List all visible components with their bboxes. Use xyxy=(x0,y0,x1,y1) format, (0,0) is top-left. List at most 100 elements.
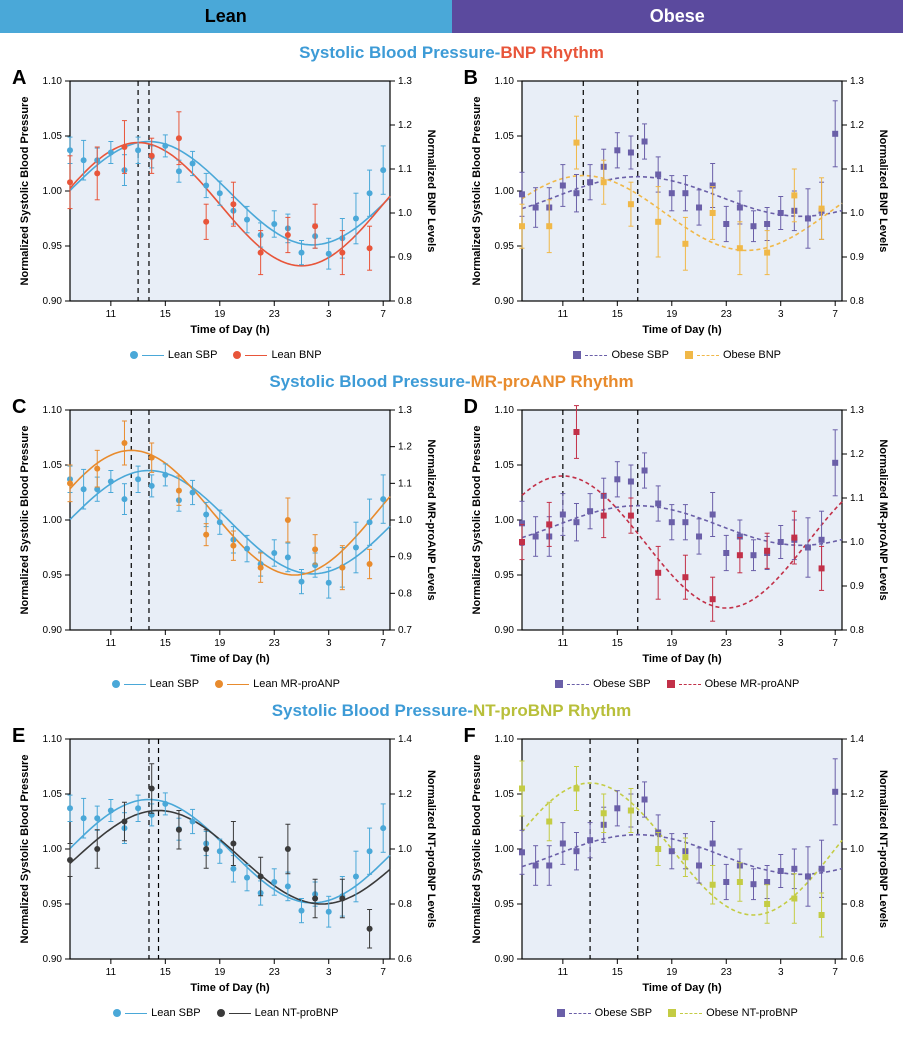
header-tabs: Lean Obese xyxy=(0,0,903,33)
svg-text:1.10: 1.10 xyxy=(43,734,63,745)
svg-text:0.95: 0.95 xyxy=(494,570,514,581)
svg-text:23: 23 xyxy=(269,967,281,978)
svg-text:0.90: 0.90 xyxy=(494,954,514,965)
svg-text:3: 3 xyxy=(326,967,332,978)
legend-item: Lean NT-proBNP xyxy=(217,1007,339,1019)
svg-text:Normalized Systolic Blood Pres: Normalized Systolic Blood Pressure xyxy=(19,426,31,615)
svg-text:1.10: 1.10 xyxy=(43,405,63,416)
legend-label: Obese SBP xyxy=(595,1007,652,1019)
svg-text:11: 11 xyxy=(557,638,568,649)
legend-item: Obese SBP xyxy=(573,349,668,361)
svg-text:Time of Day (h): Time of Day (h) xyxy=(190,324,270,336)
legend-item: Lean MR-proANP xyxy=(215,678,340,690)
section-title: Systolic Blood Pressure-NT-proBNP Rhythm xyxy=(0,701,903,721)
legend-F: Obese SBP Obese NT-proBNP xyxy=(460,1007,896,1020)
svg-text:1.0: 1.0 xyxy=(850,537,864,548)
svg-text:0.90: 0.90 xyxy=(494,625,514,636)
svg-text:0.95: 0.95 xyxy=(43,899,63,910)
chart-D: 11151923370.900.951.001.051.100.80.91.01… xyxy=(460,396,890,676)
svg-text:1.3: 1.3 xyxy=(850,405,864,416)
svg-text:Normalized MR-proANP Levels: Normalized MR-proANP Levels xyxy=(425,439,437,600)
svg-text:0.90: 0.90 xyxy=(43,296,63,307)
legend-item: Obese MR-proANP xyxy=(667,678,800,690)
svg-text:0.6: 0.6 xyxy=(850,954,864,965)
section-title: Systolic Blood Pressure-MR-proANP Rhythm xyxy=(0,372,903,392)
legend-item: Obese SBP xyxy=(555,678,650,690)
svg-text:Time of Day (h): Time of Day (h) xyxy=(642,982,722,994)
svg-text:11: 11 xyxy=(106,309,117,320)
legend-label: Lean SBP xyxy=(150,678,200,690)
svg-text:Time of Day (h): Time of Day (h) xyxy=(642,324,722,336)
svg-text:1.05: 1.05 xyxy=(43,789,63,800)
svg-text:1.10: 1.10 xyxy=(43,76,63,87)
legend-label: Obese SBP xyxy=(593,678,650,690)
panel-label-C: C xyxy=(12,396,26,419)
svg-text:19: 19 xyxy=(666,638,678,649)
svg-text:0.8: 0.8 xyxy=(398,899,412,910)
svg-text:0.90: 0.90 xyxy=(43,954,63,965)
legend-item: Obese NT-proBNP xyxy=(668,1007,798,1019)
svg-text:19: 19 xyxy=(214,638,226,649)
svg-text:0.95: 0.95 xyxy=(43,570,63,581)
svg-text:1.0: 1.0 xyxy=(398,844,412,855)
svg-text:0.8: 0.8 xyxy=(398,588,412,599)
svg-text:1.4: 1.4 xyxy=(850,734,864,745)
svg-text:Normalized NT-proBNP Levels: Normalized NT-proBNP Levels xyxy=(877,770,889,928)
legend-label: Lean NT-proBNP xyxy=(255,1007,339,1019)
svg-text:19: 19 xyxy=(214,967,226,978)
svg-text:1.10: 1.10 xyxy=(494,405,514,416)
panel-label-F: F xyxy=(464,725,476,748)
svg-text:0.9: 0.9 xyxy=(398,552,412,563)
svg-text:0.9: 0.9 xyxy=(850,252,864,263)
legend-A: Lean SBP Lean BNP xyxy=(8,349,444,362)
legend-item: Obese BNP xyxy=(685,349,781,361)
svg-text:3: 3 xyxy=(777,638,783,649)
svg-text:1.2: 1.2 xyxy=(850,789,864,800)
svg-text:23: 23 xyxy=(720,638,732,649)
svg-text:23: 23 xyxy=(269,309,281,320)
svg-text:1.0: 1.0 xyxy=(850,208,864,219)
legend-item: Lean SBP xyxy=(112,678,200,690)
svg-text:1.05: 1.05 xyxy=(494,789,514,800)
svg-text:Normalized Systolic Blood Pres: Normalized Systolic Blood Pressure xyxy=(471,426,483,615)
legend-B: Obese SBP Obese BNP xyxy=(460,349,896,362)
svg-text:7: 7 xyxy=(380,309,386,320)
svg-text:1.3: 1.3 xyxy=(398,405,412,416)
svg-text:11: 11 xyxy=(557,309,568,320)
svg-text:15: 15 xyxy=(611,309,623,320)
svg-text:1.3: 1.3 xyxy=(850,76,864,87)
svg-text:1.2: 1.2 xyxy=(850,120,864,131)
tab-obese: Obese xyxy=(452,0,903,33)
svg-text:1.2: 1.2 xyxy=(850,449,864,460)
section-title: Systolic Blood Pressure-BNP Rhythm xyxy=(0,43,903,63)
svg-text:Normalized Systolic Blood Pres: Normalized Systolic Blood Pressure xyxy=(19,97,31,286)
svg-text:1.2: 1.2 xyxy=(398,442,412,453)
svg-text:15: 15 xyxy=(160,309,172,320)
legend-label: Lean SBP xyxy=(168,349,218,361)
panel-label-B: B xyxy=(464,67,478,90)
svg-text:1.05: 1.05 xyxy=(43,131,63,142)
svg-text:0.90: 0.90 xyxy=(43,625,63,636)
svg-text:0.95: 0.95 xyxy=(494,899,514,910)
tab-lean: Lean xyxy=(0,0,452,33)
svg-text:3: 3 xyxy=(326,309,332,320)
svg-text:Time of Day (h): Time of Day (h) xyxy=(190,982,270,994)
svg-text:15: 15 xyxy=(611,638,623,649)
svg-text:0.8: 0.8 xyxy=(850,625,864,636)
svg-text:Normalized NT-proBNP Levels: Normalized NT-proBNP Levels xyxy=(425,770,437,928)
svg-text:Normalized BNP Levels: Normalized BNP Levels xyxy=(425,130,437,253)
svg-text:1.00: 1.00 xyxy=(43,844,63,855)
svg-text:1.2: 1.2 xyxy=(398,120,412,131)
legend-label: Obese NT-proBNP xyxy=(706,1007,798,1019)
svg-text:7: 7 xyxy=(832,967,838,978)
svg-text:0.8: 0.8 xyxy=(850,296,864,307)
svg-text:7: 7 xyxy=(832,309,838,320)
svg-text:1.1: 1.1 xyxy=(398,478,412,489)
svg-text:23: 23 xyxy=(720,309,732,320)
chart-C: 11151923370.900.951.001.051.100.70.80.91… xyxy=(8,396,438,676)
svg-text:0.9: 0.9 xyxy=(850,581,864,592)
svg-text:1.00: 1.00 xyxy=(43,515,63,526)
legend-item: Lean SBP xyxy=(130,349,218,361)
svg-text:0.9: 0.9 xyxy=(398,252,412,263)
svg-text:Normalized Systolic Blood Pres: Normalized Systolic Blood Pressure xyxy=(19,755,31,944)
